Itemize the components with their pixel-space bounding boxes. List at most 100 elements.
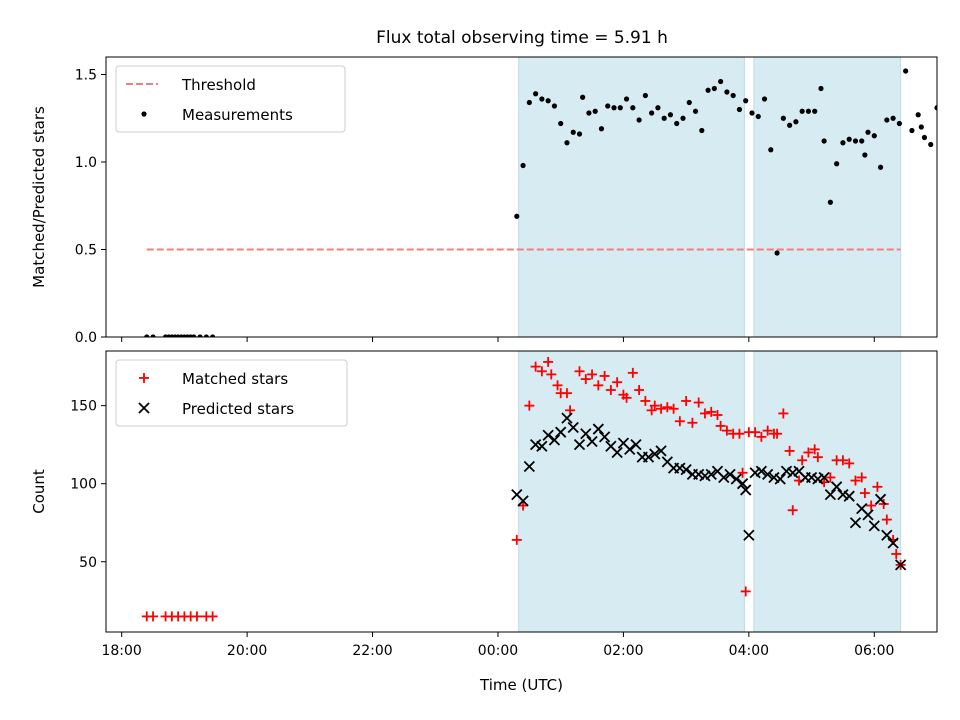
predicted-star-point [724,468,736,480]
matched-star-point [778,408,789,419]
matched-star-point [797,455,808,466]
matched-star-point [640,395,651,406]
matched-star-point [511,534,522,545]
predicted-star-b [592,423,604,435]
legend-entry-label: Threshold [181,76,256,94]
matched-star-point [565,405,576,416]
measurement-point [834,161,840,167]
predicted-star-b [849,517,862,529]
predicted-star-b [693,468,705,480]
matched-star-point [866,500,877,511]
predicted-star-b [743,529,755,541]
measurement-point [774,250,780,256]
y-tick-label: 0.5 [75,243,97,259]
predicted-star-b [843,490,855,502]
measurement-point [545,98,551,104]
x-tick-label: 00:00 [478,643,518,659]
predicted-star-point [862,509,874,521]
matched-star-point [546,369,557,380]
measurement-point [526,99,532,106]
predicted-star-point [680,464,692,476]
predicted-star-b [655,445,667,457]
legend-entry-label: Predicted stars [182,400,294,418]
legend-entry-label: Matched stars [182,370,288,388]
legend-frame [115,359,348,427]
predicted-star-point [555,426,567,438]
measurement-point [539,96,545,102]
measurement-point [558,120,564,127]
measurement-point [191,334,197,337]
measurement-point [598,126,605,132]
measurement-point [793,119,799,125]
matched-star-point [530,361,541,372]
measurement-point [918,124,924,130]
y-tick-label: 50 [79,555,97,571]
measurement-point [915,112,921,118]
predicted-star-b [598,431,611,443]
predicted-star-point [580,428,592,440]
panel-ratio: 0.0 0.5 1.0 1.5 Matched/Predicted stars Thres… [30,56,938,346]
measurement-point [743,98,749,104]
predicted-star-point [868,520,880,532]
measurement-point [514,213,520,219]
predicted-star-point [542,429,554,441]
measurement-point [586,110,592,116]
measurement-point [680,115,686,121]
measurement-point [636,117,642,123]
panel-counts: 50 100 150 18:00 20:00 22:00 00:00 02:00 04:00 06… [30,350,938,694]
matched-star-point [712,410,723,421]
measurement-point [718,78,724,85]
predicted-star-point [718,471,730,484]
matched-star-point [674,416,685,427]
measurement-point [580,94,586,100]
measurement-point [144,334,150,337]
measurement-point [921,134,928,141]
predicted-star-b [818,471,830,484]
measurement-point [859,138,865,144]
measurement-point [877,164,884,170]
measurement-point [896,120,902,127]
predicted-star-b [774,473,786,485]
matched-star-point [715,420,726,431]
matched-star-point [543,356,554,367]
predicted-star-b [837,488,849,501]
measurement-point [692,108,699,114]
predicted-star-b [611,446,623,459]
measurement-point [852,138,859,144]
measurement-point [642,92,648,99]
predicted-star-b [605,440,617,452]
matched-star-point [561,388,572,399]
measurement-point [623,96,630,102]
x-tick-label: 22:00 [352,643,392,659]
measurement-point [799,108,805,114]
measurement-point [605,103,611,109]
measurement-point [649,110,655,116]
matched-star-point [627,367,638,378]
x-tick-label: 02:00 [603,643,643,659]
predicted-star-point [849,517,862,529]
measurement-point [903,68,909,74]
predicted-star-point [843,490,855,502]
measurement-point [736,106,743,113]
predicted-star-point [740,484,752,496]
matched-star-point [593,380,604,391]
matched-star-point [803,447,814,458]
predicted-star-point [523,460,535,473]
predicted-star-point [536,440,548,452]
predicted-star-b [762,468,774,480]
matched-star-point [681,395,692,406]
matched-star-point [809,444,820,455]
predicted-star-point [598,431,611,443]
axes-frame [105,350,938,633]
predicted-star-b [548,434,561,446]
matched-star-point [737,467,748,478]
matched-star-point [825,472,836,483]
predicted-star-b [740,484,752,496]
predicted-star-point [517,495,529,507]
matched-star-point [762,425,773,436]
measurement-point [871,133,877,139]
measurement-point [564,140,570,146]
measurement-point [749,110,755,116]
predicted-star-b [718,471,730,484]
y-tick-label: 0.0 [75,330,97,346]
